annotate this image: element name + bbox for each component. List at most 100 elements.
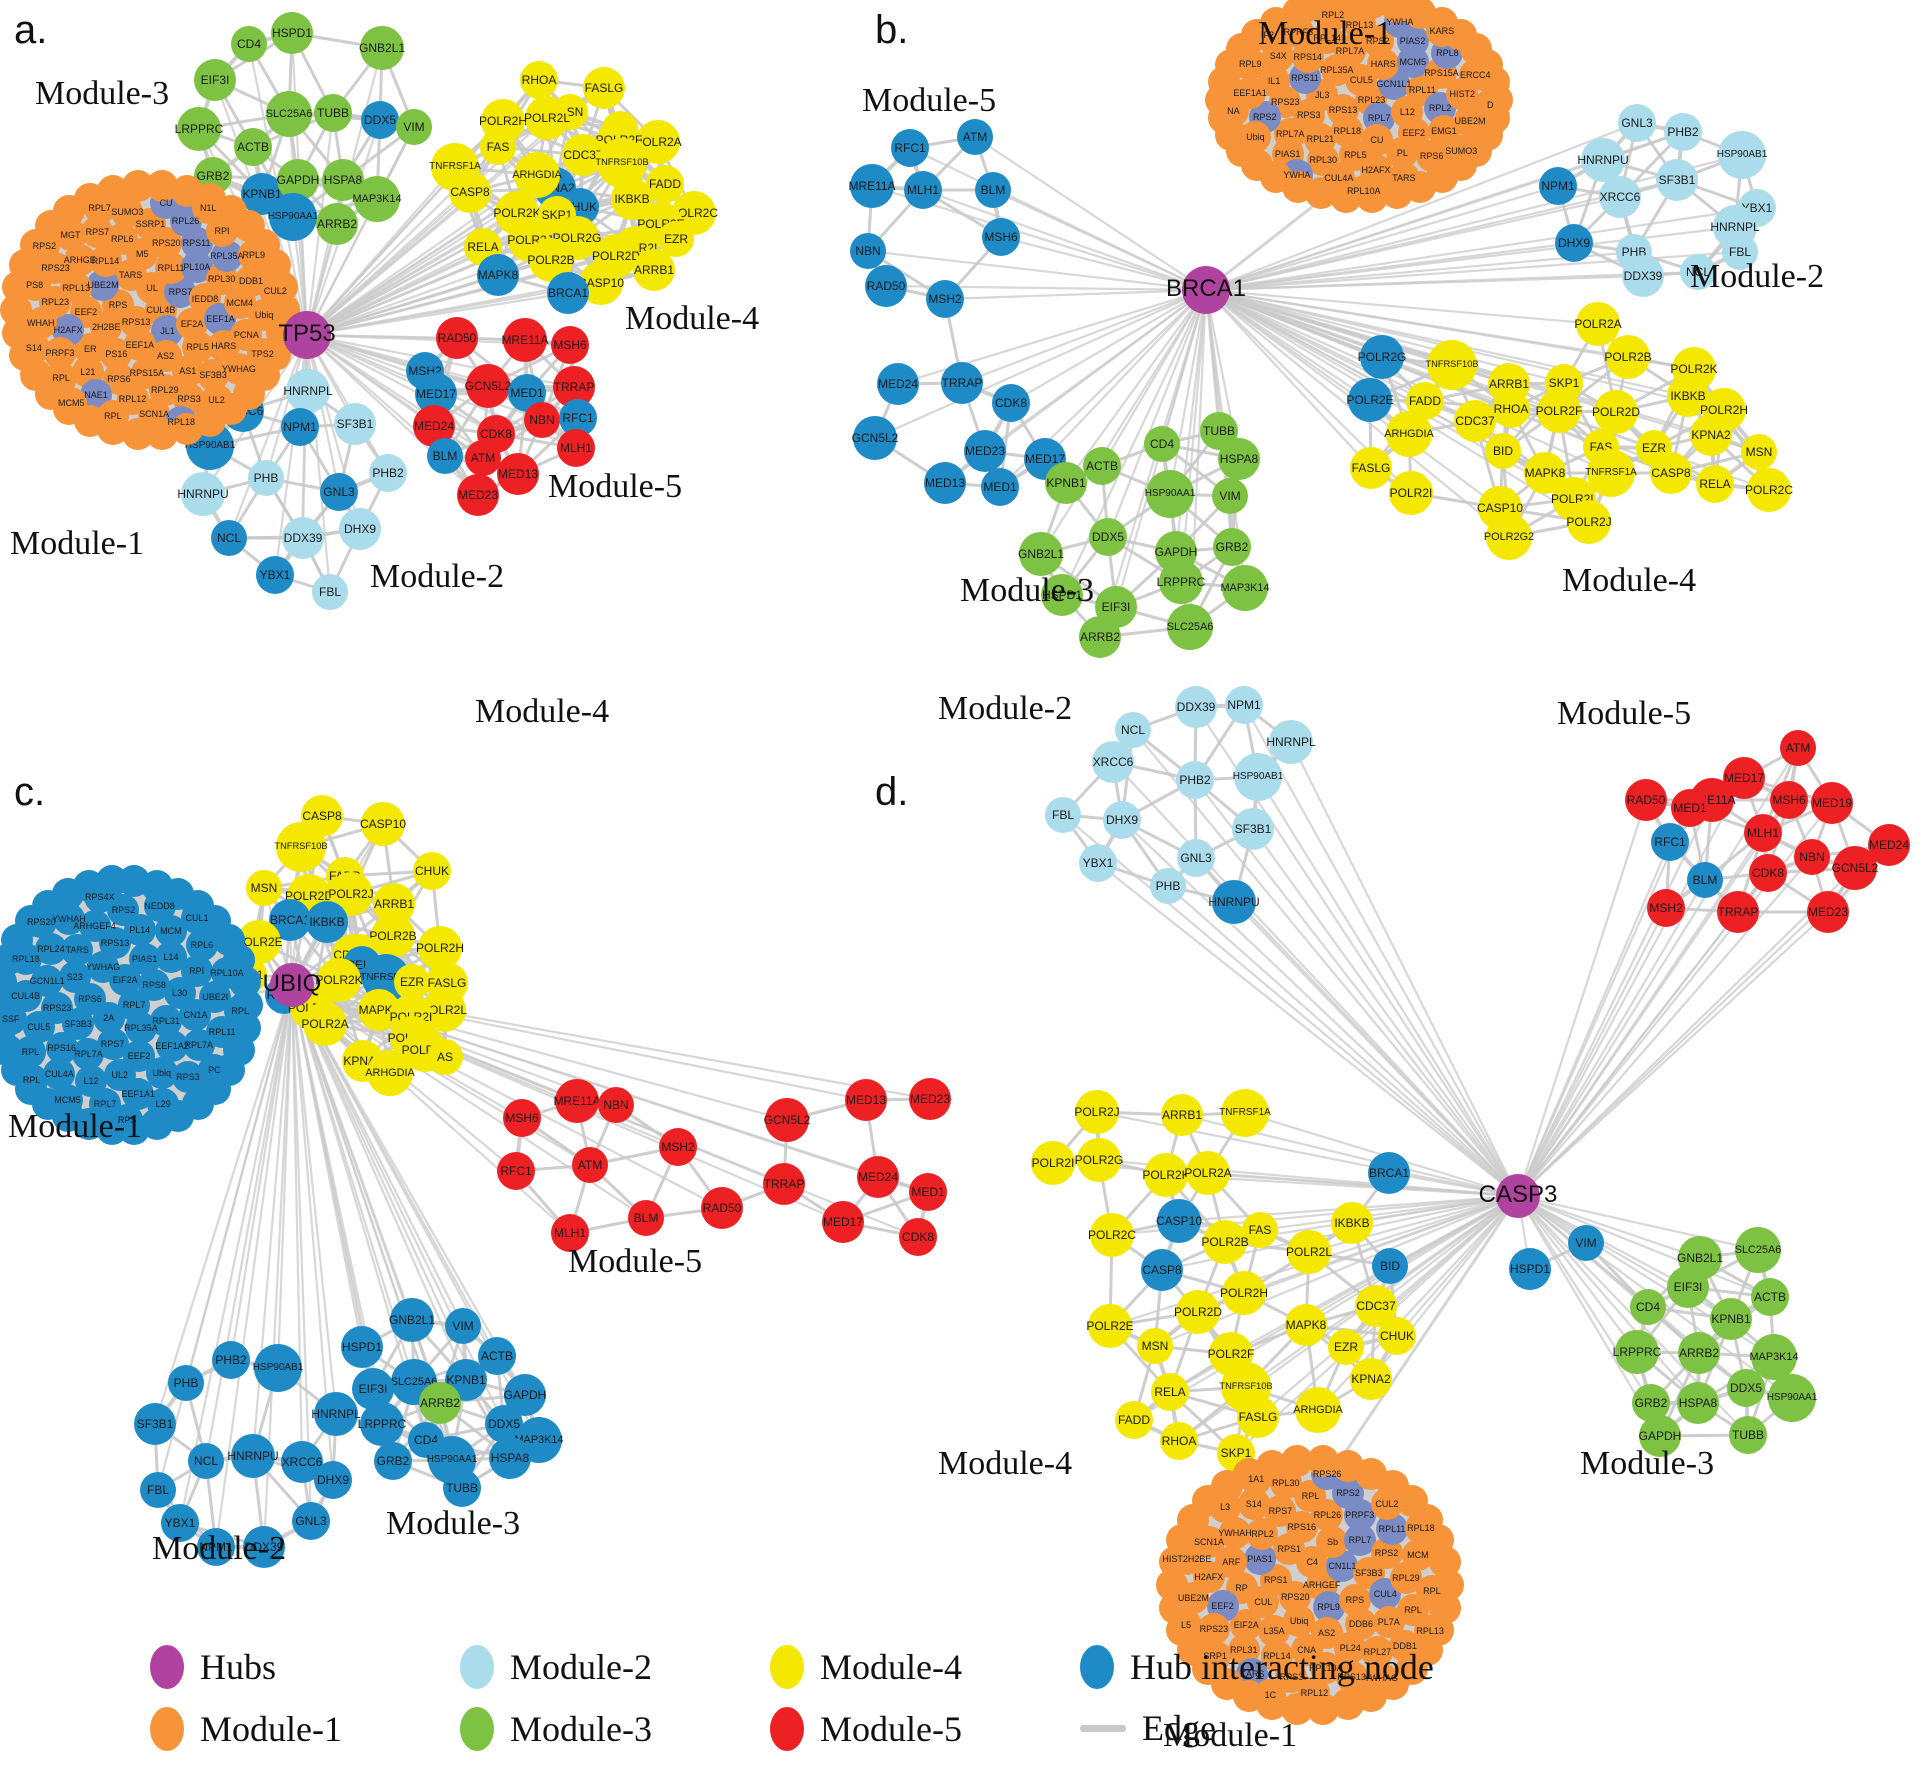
network-node[interactable]: XRCC6 [1092,741,1134,783]
network-node[interactable]: MED13 [497,453,539,495]
network-node[interactable]: RAD50 [1625,779,1667,821]
network-node[interactable]: PHB2 [1664,113,1702,151]
network-node[interactable]: MSN [1741,434,1777,470]
network-node[interactable]: CDC37 [1454,400,1496,442]
hub-node-tp53[interactable] [283,311,331,359]
network-node[interactable]: DDX39 [282,517,324,559]
network-node[interactable]: NBN [598,1087,634,1123]
network-node[interactable]: DDX39 [1622,255,1664,297]
network-node[interactable]: ATM [957,119,993,155]
network-node[interactable]: TNFRSF1A [1219,1089,1271,1137]
network-node[interactable] [1330,0,1363,20]
network-node[interactable]: POLR2G2 [1484,514,1534,560]
network-node[interactable]: VIM [445,1308,481,1344]
network-node[interactable]: HSP90AB1 [1233,753,1283,801]
network-node[interactable]: RAD50 [865,265,907,307]
network-node[interactable]: HSPD1 [271,12,313,54]
network-node[interactable]: EZR [1328,1329,1364,1365]
network-node[interactable]: YBX1 [1079,844,1117,882]
network-node[interactable] [1478,66,1511,99]
network-node[interactable]: BLM [975,172,1011,208]
network-node[interactable]: PHB2 [369,454,407,492]
network-node[interactable]: NCL [211,520,247,556]
network-node[interactable]: ACTB [234,128,272,166]
network-node[interactable]: YBX1 [256,556,294,594]
network-node[interactable]: POLR2F [1536,389,1582,433]
network-node[interactable]: TNFRSF10B [1425,340,1479,390]
network-node[interactable]: NPM1 [1539,167,1577,205]
network-node[interactable] [58,961,91,994]
network-node[interactable]: RELA [1696,465,1734,503]
network-node[interactable]: RFC1 [891,129,929,167]
network-node[interactable]: CHUK [413,852,451,890]
network-node[interactable]: TRRAP [1717,891,1759,933]
network-node[interactable]: LRPPRC [1613,1330,1661,1374]
network-node[interactable]: ACTB [1083,447,1121,485]
network-node[interactable]: MED1 [909,1173,947,1211]
network-node[interactable]: POLR2B [1201,1220,1249,1264]
network-node[interactable]: GRB2 [1213,528,1251,566]
network-node[interactable]: MED1 [981,468,1019,506]
network-node[interactable]: EIF3I [194,59,236,101]
network-node[interactable]: DDX39 [1175,686,1217,728]
network-node[interactable]: VIM [396,109,432,145]
network-node[interactable]: KPNB1 [1710,1298,1752,1340]
network-node[interactable]: GNB2L1 [1018,532,1064,576]
network-node[interactable]: ACTB [1751,1278,1789,1316]
network-node[interactable]: POLR2E [1086,1304,1134,1348]
network-node[interactable]: POLR2I [1389,471,1433,515]
network-node[interactable]: CD4 [1144,426,1180,462]
network-node[interactable]: HSPD1 [341,1326,383,1368]
network-node[interactable]: GNL3 [320,473,358,511]
network-node[interactable]: ARRB2 [1678,1332,1720,1374]
network-node[interactable]: LRPPRC [358,1402,406,1446]
network-node[interactable] [1355,0,1388,20]
network-node[interactable]: RFC1 [497,1152,535,1190]
network-node[interactable]: ARRB1 [633,249,675,291]
network-node[interactable]: MED17 [822,1201,864,1243]
network-node[interactable]: HNRNPU [177,472,229,516]
network-node[interactable]: RAD50 [436,317,478,359]
network-node[interactable]: TUBB [314,94,352,132]
network-node[interactable]: TRRAP [763,1163,805,1205]
module1-dense-cluster[interactable]: RPL7 2A EIF2A RPL35A RPS6 RPS8 RPS7 YWHAG RPL31 S… [0,865,264,1145]
network-node[interactable]: RFC1 [1651,823,1689,861]
network-node[interactable]: HSPD1 [1509,1248,1551,1290]
network-node[interactable]: MED13 [924,462,966,504]
network-node[interactable]: POLR2K [1142,1153,1190,1197]
network-node[interactable]: HNRNPL [1266,720,1316,764]
network-node[interactable]: MED24 [1868,824,1910,866]
network-node[interactable]: GNB2L1 [359,26,405,70]
network-node[interactable]: LRPPRC [1157,560,1205,604]
network-node[interactable]: POLR2L [1286,1230,1332,1274]
network-node[interactable]: NBN [1794,839,1830,875]
network-node[interactable]: GCN5L2 [465,364,511,408]
network-node[interactable]: MSH6 [503,1099,541,1137]
network-node[interactable]: HSPA8 [489,1437,531,1479]
network-node[interactable]: HSP90AB1 [1717,131,1767,179]
network-node[interactable]: MRE11A [553,1079,601,1123]
network-node[interactable]: FBL [140,1472,176,1508]
network-node[interactable]: MSH6 [1770,781,1808,819]
network-node[interactable]: MSN [246,870,282,906]
network-node[interactable]: SF3B1 [1232,808,1274,850]
network-node[interactable]: NBN [524,402,560,438]
network-node[interactable]: DHX9 [1555,224,1593,262]
network-node[interactable]: MLH1 [557,429,595,467]
network-node[interactable]: CASP10 [1156,1199,1202,1243]
network-node[interactable]: CHUK [1378,1317,1416,1355]
network-node[interactable]: KPNA2 [1690,414,1732,456]
network-node[interactable]: DHX9 [339,508,381,550]
network-node[interactable]: PHB [1150,868,1186,904]
network-node[interactable]: ARRB1 [1161,1094,1203,1136]
network-node[interactable]: MED1 [1671,789,1709,827]
network-node[interactable]: GNL3 [1618,104,1656,142]
network-node[interactable]: FASLG [1350,447,1392,489]
network-node[interactable]: TNFRSF10B [274,822,328,872]
network-node[interactable]: HSP90AA1 [1145,470,1195,518]
network-node[interactable]: POLR2G [1358,335,1406,379]
network-node[interactable]: ARHGDIA [1384,411,1434,457]
network-node[interactable]: IKBKB [1331,1202,1373,1244]
network-node[interactable]: POLR2H [1220,1271,1268,1315]
network-node[interactable]: HSPA8 [1677,1382,1719,1424]
